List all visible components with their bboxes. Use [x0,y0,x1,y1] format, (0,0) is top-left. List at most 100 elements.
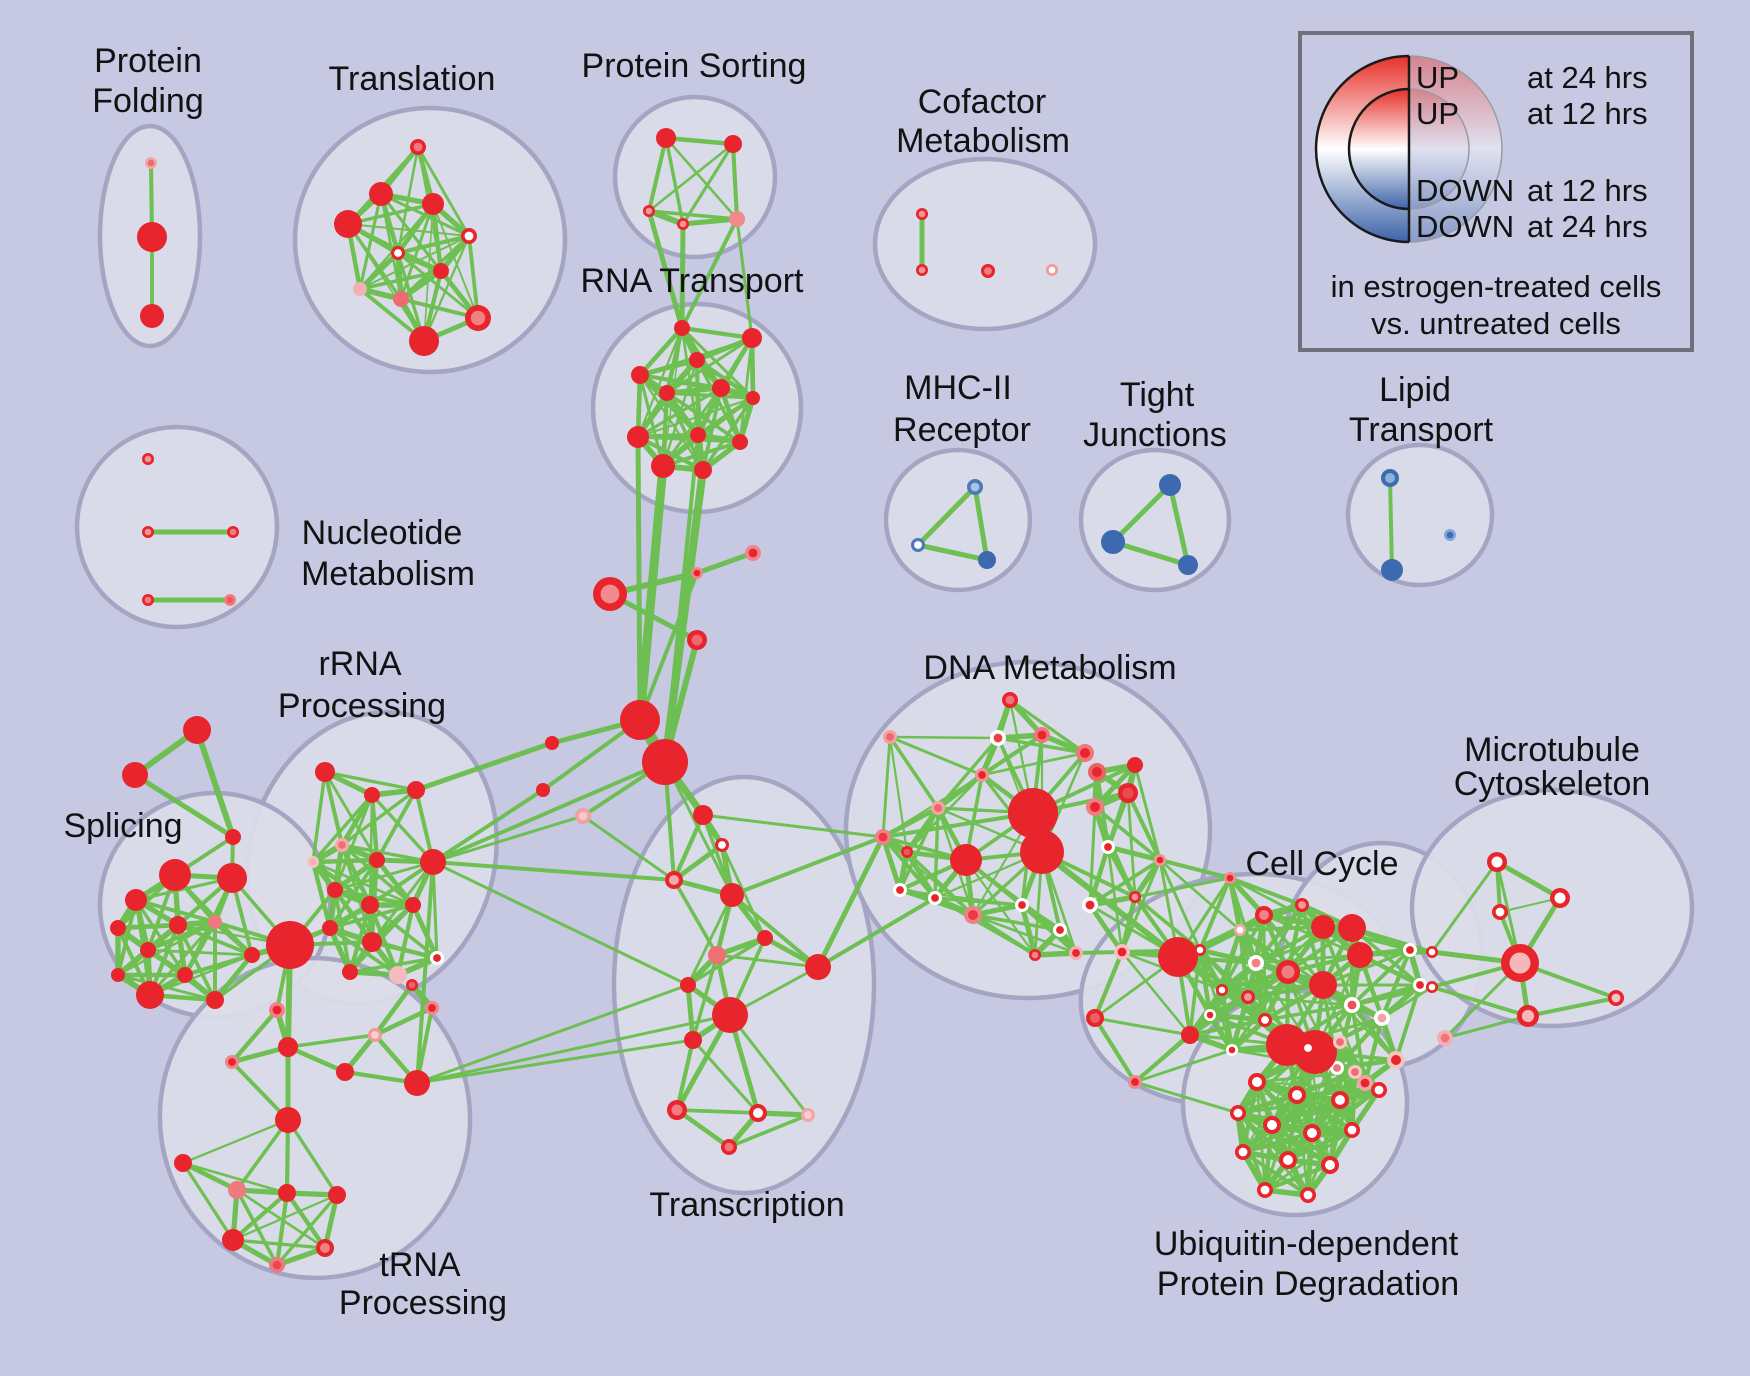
ubiquitin-degradation-node-center [1238,1147,1248,1157]
legend-time-label: at 12 hrs [1527,96,1648,131]
transcription-node [693,805,713,825]
network-edge [1207,1012,1235,1053]
network-edge [1349,1002,1399,1063]
cell-cycle-node-center [1122,787,1134,799]
network-edge [665,391,742,444]
network-edge [816,896,937,969]
network-edge [635,434,643,723]
cluster-label: Junctions [1083,416,1227,454]
network-edge [1110,482,1173,545]
transcription-node [805,954,831,980]
network-edge [398,268,444,302]
network-edge [1087,844,1111,908]
network-edge [680,326,755,400]
network-edge [637,325,685,378]
ubiquitin-degradation-node-center [1304,1044,1312,1052]
dna-metabolism-node [1008,788,1058,838]
legend-left-half-outline-outer [1314,54,1410,244]
cell-cycle-node-center [1377,1013,1387,1023]
network-edge [327,925,353,975]
cell-cycle-node-center [1298,901,1306,909]
network-edge [1443,1014,1530,1040]
translation-node [393,291,409,307]
network-edge [881,811,1035,839]
network-edge [375,788,418,862]
network-edge [416,145,471,238]
rna-transport-node [674,320,690,336]
network-edge [730,141,740,222]
network-edge [647,142,735,213]
cluster-label: Protein Degradation [1157,1265,1459,1303]
network-edge [936,736,1000,810]
network-edge [310,857,380,865]
network-edge [1197,927,1243,953]
protein-sorting-node-center [645,207,653,215]
network-edge [1263,1003,1354,1022]
cell-cycle-node-center [1251,958,1261,968]
dna-metabolism-node-center [978,771,986,779]
network-edge [1238,928,1325,987]
network-edge [728,1013,810,1117]
cofactor-metabolism-ellipse [872,156,1098,332]
network-edge [413,740,555,793]
network-edge [1307,1089,1380,1196]
network-edge [180,1160,240,1193]
network-edge [1188,948,1202,1037]
transcription-node-center [753,1108,763,1118]
network-edge [694,357,756,401]
translation-node-center [464,231,474,241]
node-layer [110,128,1624,1273]
splicing-node [136,981,164,1009]
microtubule-cytoskeleton-node-center [1509,952,1531,974]
dna-metabolism-node-center [896,886,904,894]
network-edge [880,834,903,893]
dna-metabolism-node-center [1072,949,1080,957]
network-edge [1499,897,1561,913]
network-edge [1254,925,1325,965]
bridge-nodes-node-center [272,1005,282,1015]
network-edge [1093,805,1162,862]
network-edge [134,898,217,924]
cluster-label: Nucleotide [302,514,463,552]
ubiquitin-degradation-node-center [1307,1128,1317,1138]
network-edge [181,1118,290,1165]
microtubule-cytoskeleton-node-center [1428,948,1436,956]
cell-cycle-node [1309,971,1337,999]
network-edge [1338,1040,1354,1132]
network-edge [881,806,940,839]
rna-transport-node [631,366,649,384]
cofactor-metabolism-node-center [918,210,926,218]
network-edge [661,440,742,468]
network-edge [905,850,975,917]
network-edge [1110,539,1191,568]
network-edge [328,903,415,930]
network-edge [399,297,480,320]
network-edge [1270,1070,1357,1127]
protein-sorting-node [724,135,742,153]
network-edge [1237,927,1251,1000]
network-edge [888,735,940,810]
cluster-label: rRNA [318,645,401,683]
trna-processing-node [174,1154,192,1172]
network-edge [432,203,479,319]
dna-metabolism-node-center [878,832,888,842]
network-edge [116,973,217,1002]
rrna-processing-node-center [309,858,317,866]
network-edge [1120,950,1192,1037]
cell-cycle-node-center [1131,893,1139,901]
transcription-node [712,997,748,1033]
dna-metabolism-node-center [1018,901,1026,909]
network-edge [1229,1017,1268,1053]
splicing-node [266,921,314,969]
network-edge [1207,994,1251,1018]
microtubule-cytoskeleton-node-center [1554,892,1566,904]
trna-processing-node [228,1181,246,1199]
network-edge [181,1161,235,1242]
cell-cycle-node-center [1360,1078,1370,1088]
network-edge [888,735,1000,740]
ubiquitin-degradation-node-center [1374,1085,1384,1095]
network-edge [681,142,735,226]
network-edge [1328,1070,1357,1167]
cell-cycle-node-center [1117,947,1127,957]
nucleotide-metabolism-node-center [144,528,152,536]
